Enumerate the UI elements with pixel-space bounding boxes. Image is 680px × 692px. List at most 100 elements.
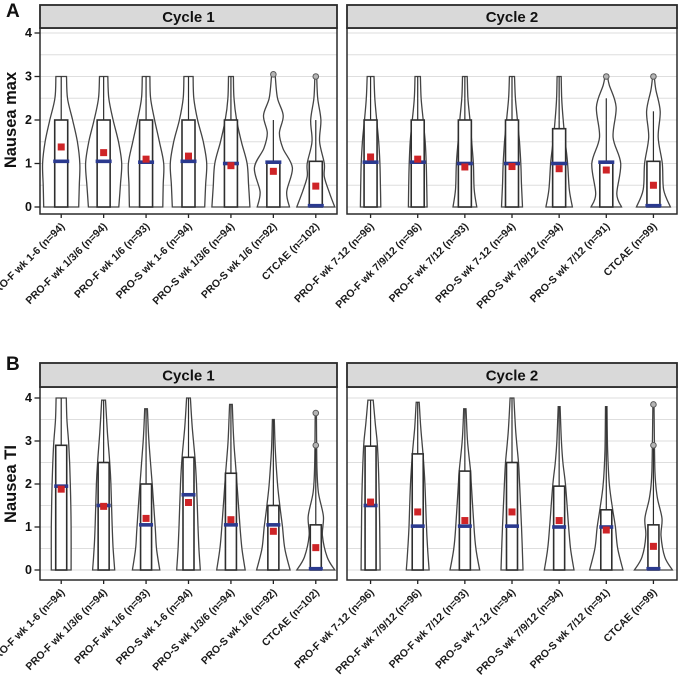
mean-marker — [142, 155, 150, 163]
outlier-point — [650, 73, 657, 80]
violin-group — [360, 399, 381, 571]
x-tick-label: PRO-F wk 7/12 (n=93) — [387, 221, 471, 305]
facet-cycle-2: PRO-F wk 7-12 (n=96)PRO-F wk 7/9/12 (n=9… — [292, 4, 678, 312]
violin-group — [588, 405, 624, 571]
facet-header-label: Cycle 2 — [486, 9, 539, 26]
y-tick-label: 4 — [25, 391, 32, 405]
violin-group — [41, 75, 81, 208]
x-tick-label: PRO-F wk 1/3/6 (n=94) — [23, 221, 109, 307]
outlier-point — [650, 442, 657, 449]
median-bar — [362, 160, 379, 164]
x-tick-label: PRO-S wk 1/6 (n=92) — [199, 587, 279, 667]
median-bar — [53, 159, 70, 164]
y-tick-label: 2 — [25, 477, 32, 491]
violin-group — [500, 75, 524, 208]
mean-marker — [367, 498, 375, 506]
outlier-point — [270, 71, 277, 78]
mean-marker — [508, 163, 516, 171]
box — [96, 119, 111, 208]
mean-marker — [414, 508, 422, 516]
box — [54, 444, 68, 571]
median-bar — [95, 159, 112, 164]
violin-group — [359, 75, 382, 208]
violin-group — [449, 408, 481, 571]
x-tick-label: PRO-S wk 1/6 (n=92) — [199, 221, 279, 301]
y-tick-label: 0 — [25, 200, 32, 214]
y-tick-label: 2 — [25, 113, 32, 127]
box — [364, 445, 377, 571]
violin-group — [211, 75, 251, 208]
violin-group — [50, 397, 72, 571]
mean-marker — [461, 517, 469, 525]
facet-header — [346, 4, 678, 29]
x-tick-label: PRO-S wk 7/12 (n=91) — [528, 221, 613, 306]
mean-marker — [142, 514, 150, 522]
x-tick-label: PRO-S wk 7/9/12 (n=94) — [474, 587, 565, 678]
median-bar — [223, 523, 238, 527]
violin-group — [295, 409, 336, 571]
mean-marker — [367, 153, 375, 161]
x-tick-label: PRO-S wk 1/3/6 (n=94) — [150, 221, 237, 308]
median-bar — [457, 524, 472, 528]
median-bar — [646, 566, 661, 571]
facet-header-label: Cycle 1 — [162, 368, 215, 385]
outlier-point — [312, 73, 320, 80]
x-tick-label: PRO-S wk 7/9/12 (n=94) — [474, 221, 565, 312]
y-tick-label: 0 — [25, 563, 32, 577]
violin-group — [176, 397, 201, 571]
median-bar — [181, 492, 196, 497]
median-bar — [598, 160, 615, 164]
mean-marker — [269, 527, 277, 535]
mean-marker — [227, 516, 235, 524]
violin-group — [255, 418, 291, 571]
median-bar — [645, 203, 662, 208]
panel-a-label: A — [6, 1, 20, 22]
mean-marker — [414, 155, 422, 163]
facet-header-label: Cycle 1 — [162, 9, 215, 26]
outlier-point — [312, 442, 320, 449]
violin-group — [543, 405, 575, 571]
violin-group — [405, 401, 430, 571]
y-tick-label: 3 — [25, 70, 32, 84]
x-tick-label: PRO-S wk 7-12 (n=94) — [433, 587, 518, 672]
x-tick-label: PRO-F wk 1/3/6 (n=94) — [23, 587, 109, 673]
violin-group — [91, 399, 116, 571]
violin-group — [127, 75, 165, 208]
facet-cycle-1: PRO-F wk 1-6 (n=94)PRO-F wk 1/3/6 (n=94)… — [0, 4, 338, 308]
x-tick-label: PRO-F wk 7/9/12 (n=96) — [333, 221, 423, 311]
mean-marker — [185, 498, 192, 506]
x-tick-label: PRO-S wk 1/3/6 (n=94) — [150, 587, 237, 674]
median-bar — [180, 159, 197, 164]
median-bar — [308, 566, 323, 571]
median-bar — [307, 203, 324, 208]
facet-header — [39, 4, 338, 29]
facet-header-label: Cycle 2 — [486, 368, 539, 385]
violin-group — [500, 397, 524, 571]
mean-marker — [57, 143, 65, 151]
y-axis-title: Nausea max — [2, 71, 20, 168]
mean-marker — [269, 167, 277, 175]
mean-marker — [555, 165, 563, 173]
y-tick-label: 4 — [25, 26, 32, 40]
x-tick-label: PRO-S wk 1-6 (n=94) — [114, 221, 195, 302]
outlier-point — [650, 401, 657, 408]
mean-marker — [227, 162, 235, 170]
mean-marker — [57, 485, 65, 493]
violin-group — [452, 75, 478, 208]
outlier-point — [312, 409, 320, 417]
mean-marker — [312, 544, 320, 552]
mean-marker — [649, 542, 657, 550]
facet-cycle-2: PRO-F wk 7-12 (n=96)PRO-F wk 7/9/12 (n=9… — [292, 362, 678, 678]
x-tick-label: PRO-S wk 1-6 (n=94) — [114, 587, 195, 668]
box — [505, 461, 519, 571]
panel-b-label: B — [6, 354, 20, 375]
violin-group — [633, 401, 674, 571]
x-tick-label: PRO-F wk 1/6 (n=93) — [72, 587, 152, 667]
y-tick-label: 3 — [25, 434, 32, 448]
median-bar — [552, 525, 567, 529]
y-tick-label: 1 — [25, 157, 32, 171]
facet-cycle-1: PRO-F wk 1-6 (n=94)PRO-F wk 1/3/6 (n=94)… — [0, 362, 338, 674]
violin-group — [295, 73, 336, 208]
